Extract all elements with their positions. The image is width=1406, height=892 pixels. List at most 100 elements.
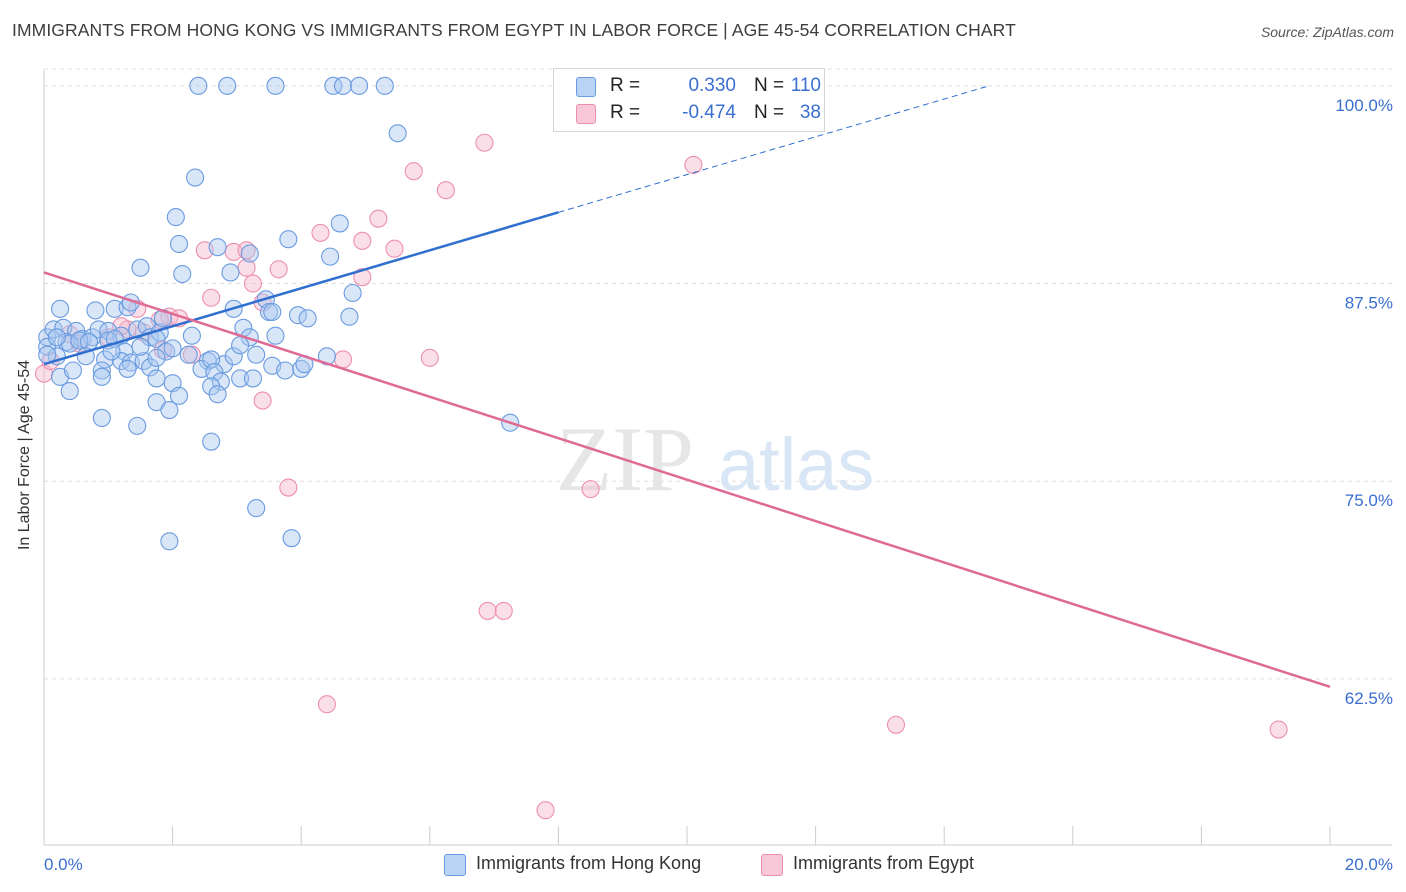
hong-kong-point [202,432,221,451]
hong-kong-point [276,361,295,380]
hong-kong-point [141,358,160,377]
hong-kong-points [38,76,520,551]
egypt-point [475,133,494,152]
hong-kong-point [173,264,192,284]
hong-kong-point [160,401,179,420]
egypt-point [1269,720,1288,739]
hong-kong-point [388,124,407,143]
hong-kong-point [92,408,111,428]
hong-kong-point [330,214,349,233]
hong-kong-point [166,208,185,227]
x-tick-label: 0.0% [44,855,83,874]
source-label: Source: ZipAtlas.com [1260,24,1394,40]
hong-kong-point [292,359,311,378]
hong-kong-point [118,359,137,378]
hong-kong-point [350,76,369,95]
y-tick-label: 62.5% [1345,689,1393,708]
hong-kong-point [240,244,259,263]
hong-kong-point [263,302,282,322]
n-value: 38 [799,102,821,123]
hong-kong-point [60,382,79,401]
egypt-point [317,695,336,714]
trend-lines [43,85,1331,689]
egypt-point [494,601,513,620]
x-tick-label: 20.0% [1345,855,1393,874]
hong-kong-point [208,385,227,404]
r-value: -0.474 [682,102,736,123]
hong-kong-point [321,247,340,266]
hong-kong-trend-extension [558,85,990,213]
egypt-points [34,133,1288,820]
hong-kong-point [247,499,266,518]
n-label: N = [754,102,785,123]
watermark: ZIP atlas [556,408,874,510]
chart-title: IMMIGRANTS FROM HONG KONG VS IMMIGRANTS … [12,20,1016,40]
hong-kong-point [208,238,227,257]
pink-swatch [576,104,596,124]
hong-kong-point [224,347,243,366]
blue-swatch [576,77,596,97]
egypt-point [436,181,455,200]
egypt-point [385,239,404,258]
watermark-atlas: atlas [718,423,874,506]
correlation-legend: R = 0.330 N = 110 R = -0.474 N = 38 [553,68,825,132]
egypt-point [311,223,330,242]
hong-kong-point [86,301,105,320]
y-tick-label: 75.0% [1345,491,1393,510]
hong-kong-point [128,416,147,435]
hong-kong-point [324,76,343,95]
hong-kong-point [243,369,263,388]
egypt-point [253,391,272,410]
hong-kong-point [375,76,394,95]
hong-kong-point [147,348,166,367]
hong-kong-point [231,369,250,388]
hong-kong-point [70,331,89,350]
y-axis-label: In Labor Force | Age 45-54 [16,359,33,551]
hong-kong-point [160,532,179,551]
hong-kong-point [147,369,166,388]
y-tick-label: 87.5% [1345,294,1393,313]
hong-kong-point [92,367,111,386]
hong-kong-point [131,337,150,356]
egypt-point [202,288,221,307]
egypt-point [269,260,288,279]
y-tick-label: 100.0% [1335,96,1393,115]
egypt-point [279,478,298,497]
hong-kong-point [51,299,70,318]
egypt-point [243,274,263,293]
egypt-point [353,268,372,287]
hong-kong-point [266,326,285,345]
hong-kong-point [163,339,182,358]
hong-kong-point [340,307,359,326]
n-value: 110 [790,75,821,96]
pink-swatch [761,854,783,876]
hong-kong-point [47,328,66,347]
egypt-point [420,348,439,367]
hong-kong-point [247,345,266,364]
hong-kong-point [92,361,111,380]
legend-label-egypt: Immigrants from Egypt [793,853,975,873]
tick-labels: 62.5% 75.0% 87.5% 100.0% 0.0% 20.0% [44,96,1393,874]
egypt-point [684,155,703,174]
egypt-point [404,162,423,181]
hong-kong-point [179,345,198,364]
hong-kong-point [282,529,301,548]
hong-kong-point [186,168,205,187]
r-label: R = [610,75,641,96]
n-label: N = [754,75,785,96]
egypt-point [581,480,600,499]
egypt-point [886,715,906,734]
hong-kong-point [205,363,224,382]
hong-kong-point [218,76,237,95]
hong-kong-point [63,361,82,380]
r-label: R = [610,102,641,123]
hong-kong-point [288,306,308,325]
legend-label-hong-kong: Immigrants from Hong Kong [476,853,702,873]
hong-kong-point [169,386,189,405]
egypt-point [353,231,372,250]
hong-kong-point [189,76,208,95]
axes [43,70,1392,846]
hong-kong-trend-line [43,211,559,366]
egypt-point [369,209,388,228]
